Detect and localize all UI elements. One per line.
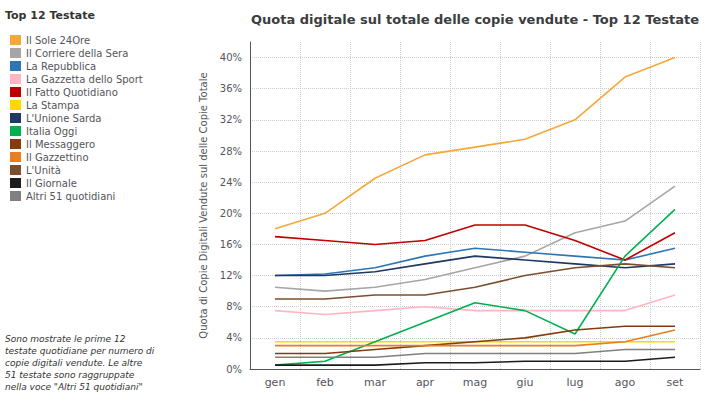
svg-text:La Gazzetta dello Sport: La Gazzetta dello Sport [26,74,143,85]
svg-text:20%: 20% [220,208,242,219]
svg-text:Il Fatto Quotidiano: Il Fatto Quotidiano [26,87,118,98]
svg-text:L'Unione Sarda: L'Unione Sarda [26,113,101,124]
svg-text:L'Unità: L'Unità [26,165,61,176]
svg-text:Altri 51 quotidiani: Altri 51 quotidiani [26,191,115,202]
svg-text:mag: mag [463,376,487,389]
svg-text:lug: lug [566,376,583,389]
svg-text:Il Corriere della Sera: Il Corriere della Sera [26,48,128,59]
svg-text:Quota digitale sul totale dell: Quota digitale sul totale delle copie ve… [251,12,699,27]
svg-text:40%: 40% [220,52,242,63]
svg-text:24%: 24% [220,177,242,188]
svg-text:ago: ago [615,376,636,389]
svg-text:Quota di Copie Digitali Vendut: Quota di Copie Digitali Vendute sul dell… [198,72,209,338]
svg-text:36%: 36% [220,83,242,94]
svg-text:Top 12 Testate: Top 12 Testate [5,9,95,22]
svg-text:gen: gen [265,376,286,389]
svg-text:La Repubblica: La Repubblica [26,61,96,72]
svg-text:copie digitali vendute. Le alt: copie digitali vendute. Le altre [5,358,143,368]
svg-text:32%: 32% [220,114,242,125]
svg-text:28%: 28% [220,146,242,157]
svg-text:8%: 8% [226,301,242,312]
svg-text:nella voce "Altri 51 quotidian: nella voce "Altri 51 quotidiani" [5,382,143,392]
svg-text:giu: giu [516,376,533,389]
svg-text:Il Giornale: Il Giornale [26,178,77,189]
svg-text:set: set [667,376,684,389]
svg-text:16%: 16% [220,239,242,250]
svg-text:51 testate sono raggruppate: 51 testate sono raggruppate [5,370,135,380]
svg-text:mar: mar [364,376,386,389]
svg-text:testate quotidiane per numero: testate quotidiane per numero di [5,346,155,356]
svg-text:Il Messaggero: Il Messaggero [26,139,95,150]
svg-text:12%: 12% [220,270,242,281]
svg-text:Il Gazzettino: Il Gazzettino [26,152,89,163]
svg-text:Sono mostrate le prime 12: Sono mostrate le prime 12 [5,334,126,344]
svg-text:4%: 4% [226,332,242,343]
svg-text:Il Sole 24Ore: Il Sole 24Ore [26,35,90,46]
svg-text:Italia Oggi: Italia Oggi [26,126,77,137]
svg-text:apr: apr [416,376,435,389]
svg-text:feb: feb [316,376,334,389]
svg-text:La Stampa: La Stampa [26,100,80,111]
svg-text:0%: 0% [226,364,242,375]
